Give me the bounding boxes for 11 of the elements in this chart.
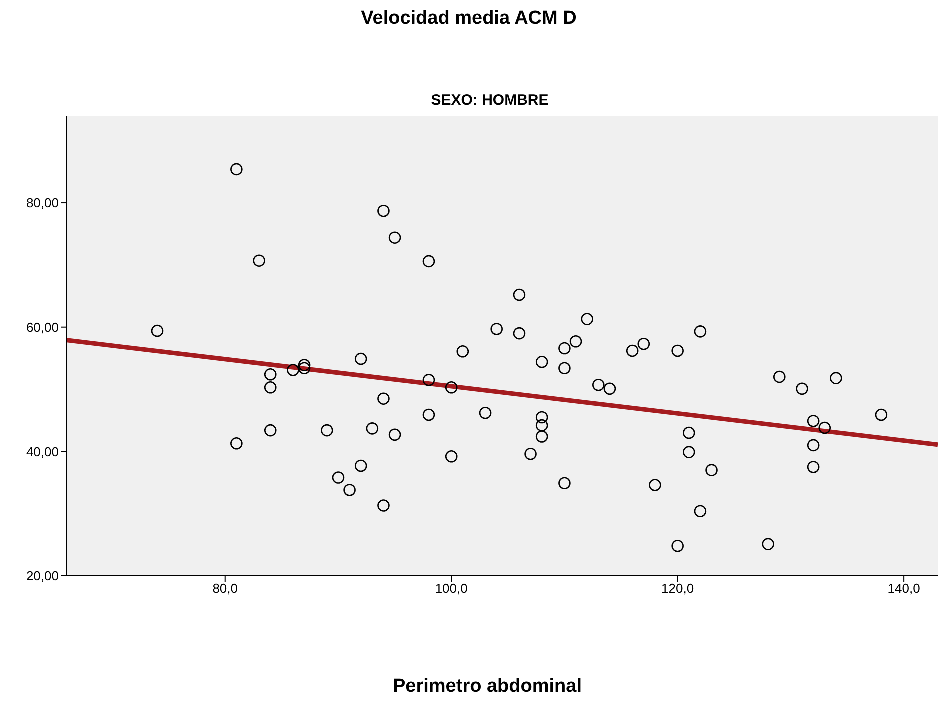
y-tick-label: 80,00 (26, 196, 59, 211)
x-axis-title: Perimetro abdominal (392, 676, 583, 698)
x-tick-label: 100,0 (435, 581, 468, 596)
x-tick-label: 140,0 (888, 581, 920, 596)
x-tick-label: 80,0 (212, 581, 238, 596)
chart-title: Velocidad media ACM D (360, 8, 578, 30)
y-tick-label: 40,00 (26, 444, 59, 460)
x-tick-label: 120,0 (662, 581, 694, 596)
chart-subtitle: SEXO: HOMBRE (430, 92, 550, 109)
y-tick-label: 20,00 (26, 568, 59, 584)
y-tick-label: 60,00 (26, 320, 59, 335)
